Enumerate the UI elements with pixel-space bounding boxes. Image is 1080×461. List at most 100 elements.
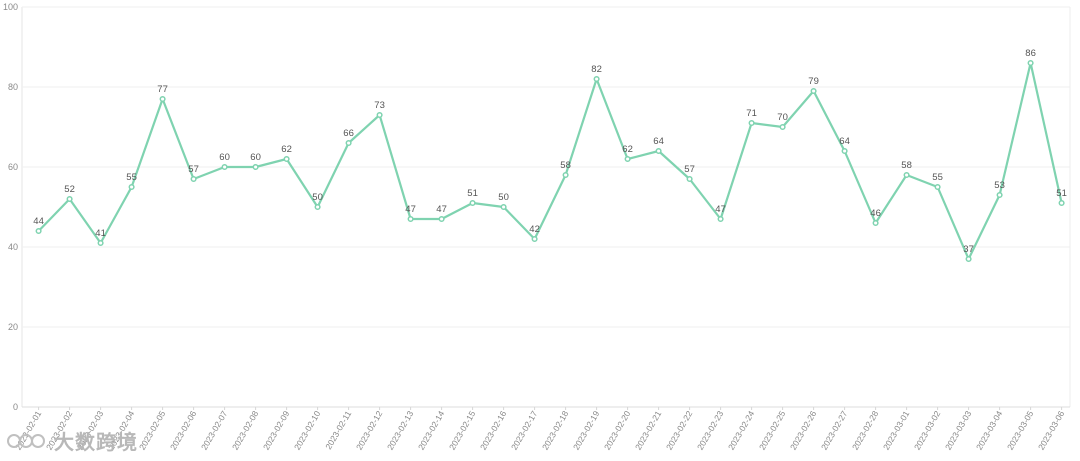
data-point <box>190 175 197 183</box>
data-point <box>376 111 383 119</box>
data-label: 57 <box>188 164 199 175</box>
x-tick-label: 2023-03-02 <box>912 409 943 452</box>
data-label: 64 <box>839 136 850 147</box>
data-label: 44 <box>33 216 44 227</box>
data-label: 73 <box>374 100 385 111</box>
x-tick-label: 2023-02-10 <box>292 409 323 452</box>
data-label: 47 <box>715 204 726 215</box>
x-tick-label: 2023-02-14 <box>416 409 447 452</box>
data-label: 52 <box>64 184 75 195</box>
x-tick-label: 2023-02-26 <box>788 409 819 452</box>
x-tick-label: 2023-02-06 <box>168 409 199 452</box>
data-label: 53 <box>994 180 1005 191</box>
x-tick-label: 2023-02-15 <box>447 409 478 452</box>
data-point <box>872 219 879 227</box>
data-label: 82 <box>591 64 602 75</box>
data-points <box>35 59 1065 263</box>
data-point <box>469 199 476 207</box>
data-point <box>996 191 1003 199</box>
grid-lines <box>21 6 1071 408</box>
x-tick-label: 2023-02-28 <box>850 409 881 452</box>
data-point <box>500 203 507 211</box>
data-label: 55 <box>932 172 943 183</box>
x-tick-label: 2023-02-27 <box>819 409 850 452</box>
data-label: 70 <box>777 112 788 123</box>
x-tick-label: 2023-02-09 <box>261 409 292 452</box>
data-point <box>66 195 73 203</box>
data-point <box>841 147 848 155</box>
data-label: 62 <box>281 144 292 155</box>
x-tick-label: 2023-03-04 <box>974 409 1005 452</box>
x-tick-label: 2023-02-17 <box>509 409 540 452</box>
data-label: 51 <box>1056 188 1067 199</box>
data-point <box>717 215 724 223</box>
data-point <box>748 119 755 127</box>
x-tick-label: 2023-02-20 <box>602 409 633 452</box>
logo-icon <box>7 433 45 448</box>
x-tick-label: 2023-02-24 <box>726 409 757 452</box>
data-point <box>779 123 786 131</box>
data-label: 57 <box>684 164 695 175</box>
data-point <box>407 215 414 223</box>
data-labels: 44 52 41 55 77 57 60 60 62 50 66 73 47 47 51 50 42 58 82 62… <box>33 48 1067 255</box>
data-label: 47 <box>405 204 416 215</box>
x-tick-label: 2023-03-03 <box>943 409 974 452</box>
data-label: 50 <box>498 192 509 203</box>
data-label: 77 <box>157 84 168 95</box>
data-point <box>221 163 228 171</box>
data-point <box>562 171 569 179</box>
x-tick-label: 2023-02-08 <box>230 409 261 452</box>
watermark: 大数跨境 <box>6 426 138 455</box>
y-tick-label: 40 <box>8 242 18 252</box>
data-point <box>314 203 321 211</box>
y-tick-label: 80 <box>8 82 18 92</box>
data-point <box>159 95 166 103</box>
x-tick-label: 2023-02-12 <box>354 409 385 452</box>
y-tick-label: 20 <box>8 322 18 332</box>
y-tick-label: 100 <box>3 2 18 12</box>
x-tick-label: 2023-02-13 <box>385 409 416 452</box>
x-axis: 2023-02-01 2023-02-02 2023-02-03 2023-02-04… <box>13 407 1067 452</box>
data-point <box>531 235 538 243</box>
x-tick-label: 2023-02-11 <box>323 409 353 451</box>
y-axis: 0 20 40 60 80 100 <box>3 2 18 412</box>
x-tick-label: 2023-02-22 <box>664 409 695 452</box>
x-tick-label: 2023-02-07 <box>199 409 230 452</box>
x-tick-label: 2023-02-18 <box>540 409 571 452</box>
data-point <box>934 183 941 191</box>
data-point <box>283 155 290 163</box>
data-label: 71 <box>746 108 757 119</box>
data-point <box>438 215 445 223</box>
series-line <box>37 61 1063 261</box>
data-point <box>624 155 631 163</box>
x-tick-label: 2023-03-01 <box>881 409 912 452</box>
data-point <box>965 255 972 263</box>
data-label: 42 <box>529 224 540 235</box>
data-label: 41 <box>95 228 106 239</box>
y-tick-label: 0 <box>13 402 18 412</box>
data-label: 50 <box>312 192 323 203</box>
data-point <box>252 163 259 171</box>
data-label: 64 <box>653 136 664 147</box>
data-point <box>686 175 693 183</box>
x-tick-label: 2023-02-23 <box>695 409 726 452</box>
data-point <box>903 171 910 179</box>
data-label: 37 <box>963 244 974 255</box>
data-point <box>1027 59 1034 67</box>
data-label: 60 <box>250 152 261 163</box>
data-label: 62 <box>622 144 633 155</box>
data-label: 58 <box>901 160 912 171</box>
data-point <box>345 139 352 147</box>
data-label: 86 <box>1025 48 1036 59</box>
x-tick-label: 2023-03-05 <box>1005 409 1036 452</box>
x-tick-label: 2023-02-16 <box>478 409 509 452</box>
x-tick-label: 2023-02-25 <box>757 409 788 452</box>
data-point <box>35 227 42 235</box>
data-label: 47 <box>436 204 447 215</box>
x-tick-label: 2023-03-06 <box>1036 409 1067 452</box>
data-point <box>810 87 817 95</box>
x-tick-label: 2023-02-19 <box>571 409 602 452</box>
y-tick-label: 60 <box>8 162 18 172</box>
x-tick-label: 2023-02-05 <box>137 409 168 452</box>
